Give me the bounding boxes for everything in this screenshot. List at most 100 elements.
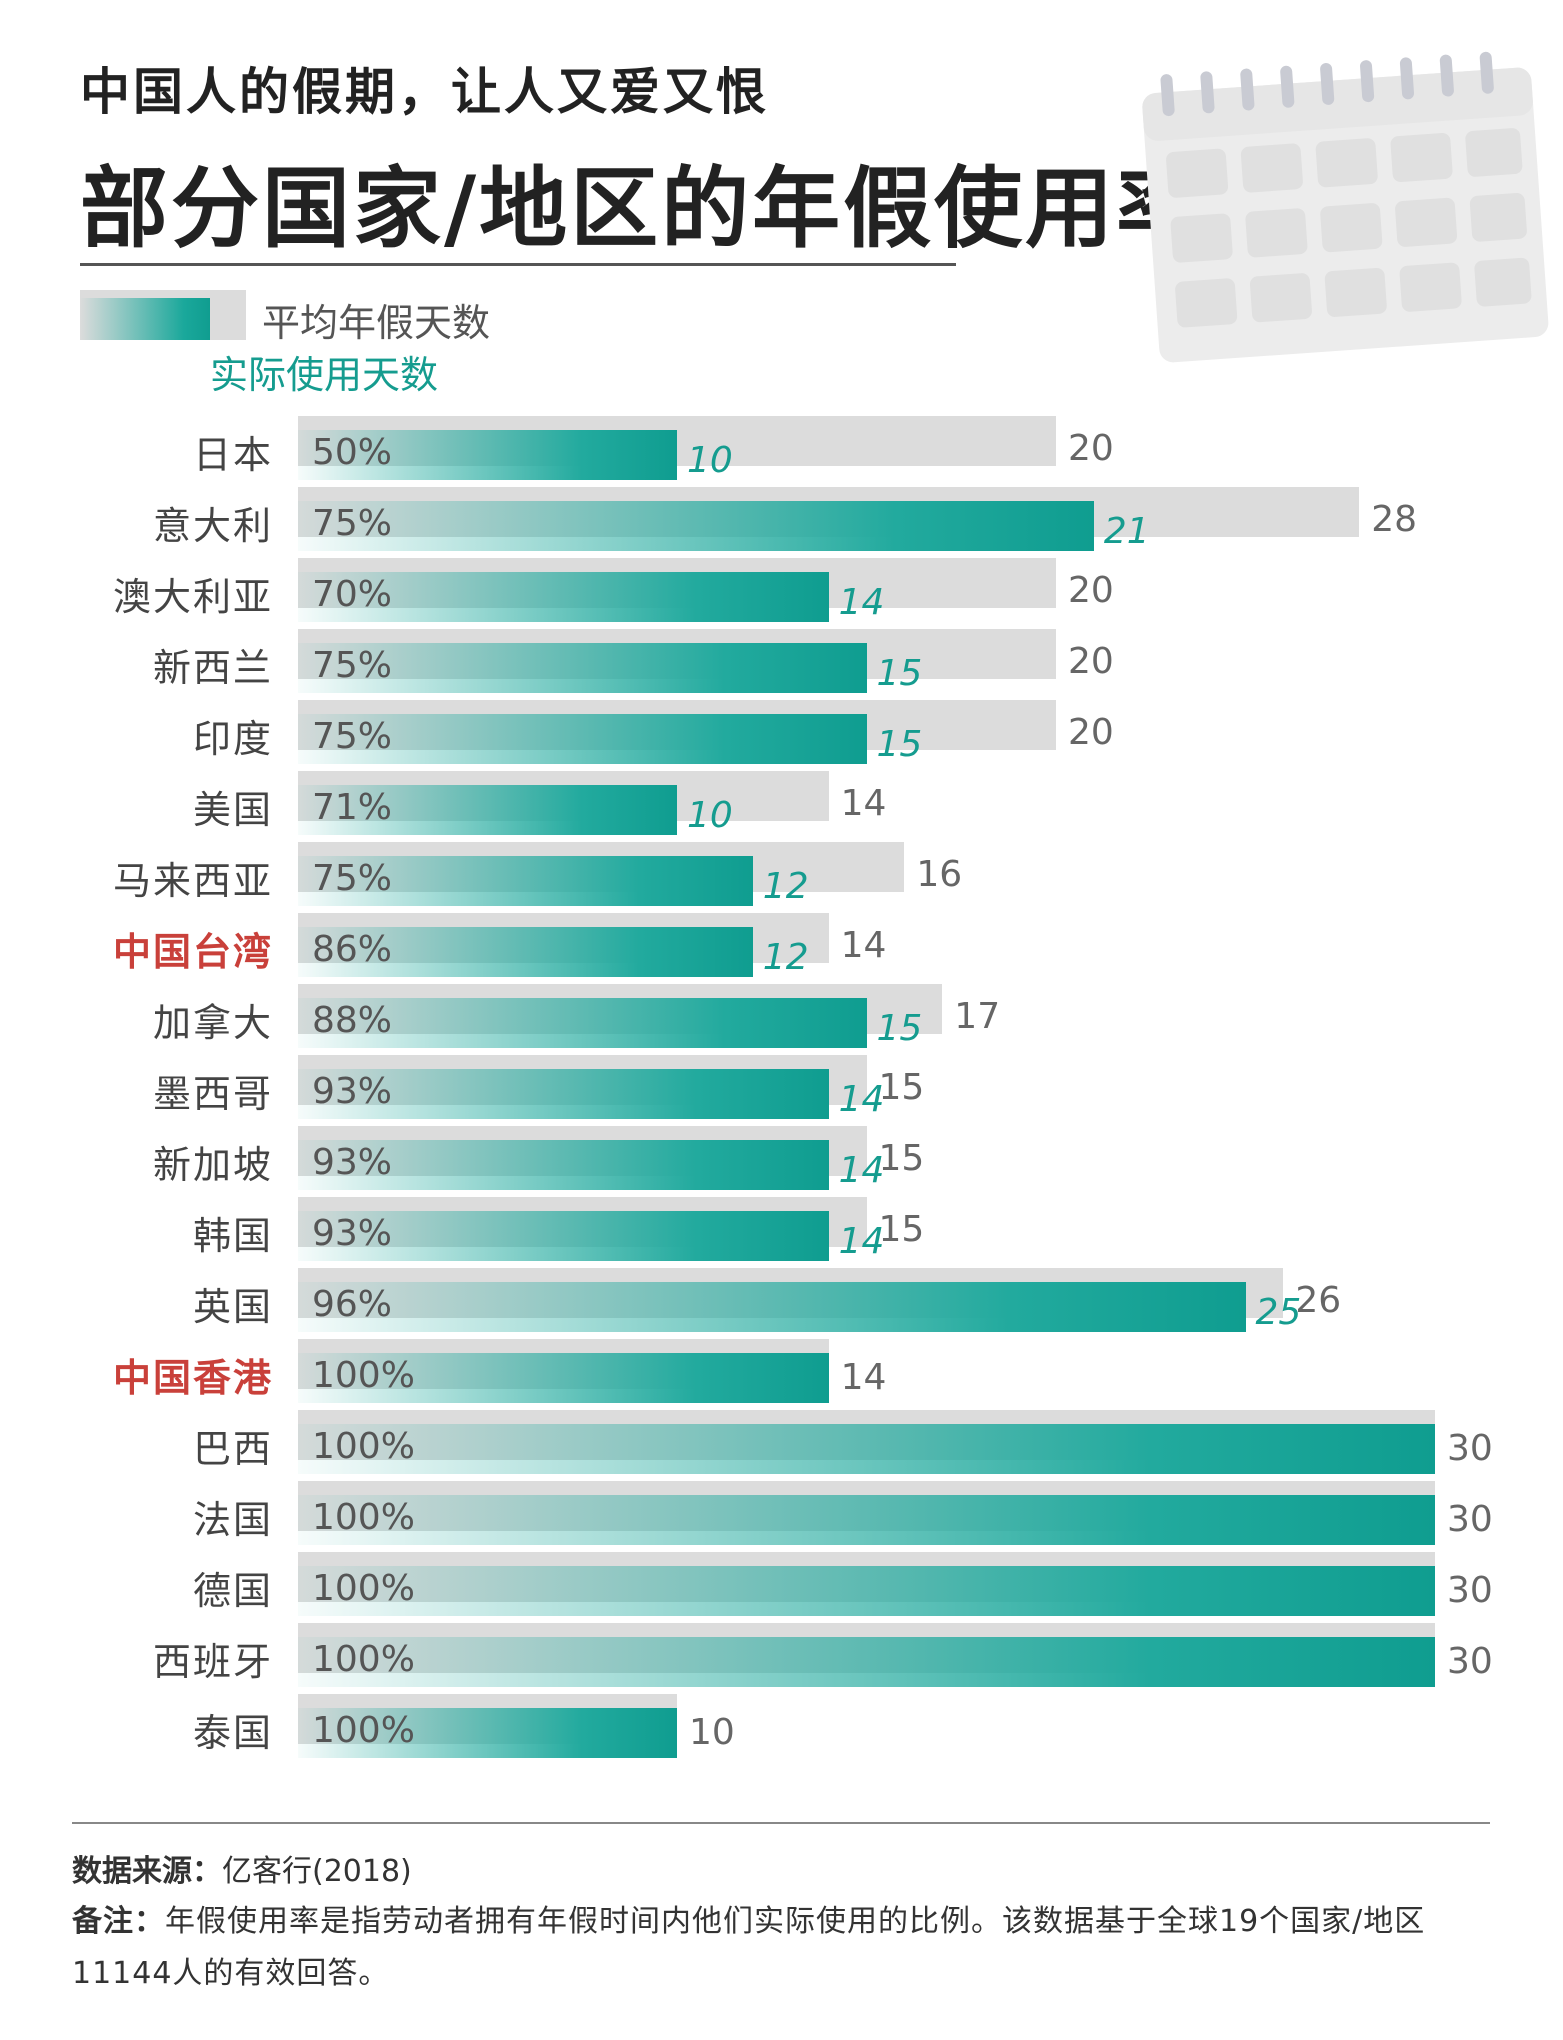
category-label: 中国台湾: [112, 930, 273, 974]
chart-row: 印度 75% 20 15: [0, 700, 1563, 772]
chart-row: 德国 100% 30: [0, 1552, 1563, 1624]
footer-divider: [72, 1822, 1490, 1824]
bar-used-days: [298, 856, 753, 906]
bar-used-days: [298, 572, 829, 622]
note-label: 备注：: [72, 1904, 165, 1939]
bar-used-days: [298, 1353, 829, 1403]
chart-row: 韩国 93% 15 14: [0, 1197, 1563, 1269]
used-days-label: 14: [838, 1221, 885, 1262]
category-label: 韩国: [192, 1214, 273, 1258]
category-label: 印度: [192, 717, 273, 761]
chart-row: 日本 50% 20 10: [0, 416, 1563, 488]
average-days-label: 30: [1447, 1570, 1493, 1611]
average-days-label: 26: [1295, 1280, 1342, 1321]
chart-row: 中国台湾 86% 14 12: [0, 913, 1563, 985]
bar-used-days: [298, 714, 867, 764]
source-line: 数据来源：亿客行(2018): [72, 1846, 412, 1890]
usage-rate-label: 75%: [312, 645, 393, 686]
bar-used-days: [298, 1637, 1435, 1687]
chart-title: 部分国家/地区的年假使用率: [80, 156, 1208, 260]
average-days-label: 28: [1371, 499, 1417, 540]
chart-row: 意大利 75% 28 21: [0, 487, 1563, 559]
category-label: 澳大利亚: [112, 575, 273, 619]
used-days-label: 14: [838, 1150, 885, 1191]
category-label: 新西兰: [152, 646, 273, 690]
category-label: 美国: [192, 788, 273, 832]
chart-row: 马来西亚 75% 16 12: [0, 842, 1563, 914]
used-days-label: 15: [876, 724, 923, 765]
bar-used-days: [298, 1495, 1435, 1545]
bar-used-days: [298, 430, 677, 480]
category-label: 中国香港: [112, 1356, 273, 1400]
used-days-label: 14: [838, 582, 885, 623]
usage-rate-label: 100%: [312, 1355, 415, 1396]
chart-row: 英国 96% 26 25: [0, 1268, 1563, 1340]
category-label: 马来西亚: [112, 859, 273, 903]
category-label: 新加坡: [152, 1143, 273, 1187]
usage-rate-label: 100%: [312, 1568, 415, 1609]
average-days-label: 20: [1068, 570, 1114, 611]
average-days-label: 17: [954, 996, 1001, 1037]
source-text: 亿客行(2018): [222, 1854, 412, 1889]
category-label: 泰国: [192, 1711, 273, 1755]
chart-row: 墨西哥 93% 15 14: [0, 1055, 1563, 1127]
bar-used-days: [298, 1708, 677, 1758]
category-label: 西班牙: [152, 1640, 273, 1684]
usage-rate-label: 93%: [312, 1142, 393, 1183]
bar-used-days: [298, 927, 753, 977]
usage-rate-label: 100%: [312, 1426, 415, 1467]
average-days-label: 14: [840, 1357, 887, 1398]
used-days-label: 10: [687, 795, 733, 836]
used-days-label: 25: [1255, 1292, 1302, 1333]
used-days-label: 12: [762, 866, 809, 907]
category-label: 英国: [192, 1285, 273, 1329]
usage-rate-label: 86%: [312, 929, 393, 970]
bar-used-days: [298, 643, 867, 693]
chart-row: 新加坡 93% 15 14: [0, 1126, 1563, 1198]
category-label: 法国: [192, 1498, 273, 1542]
used-days-label: 10: [687, 440, 733, 481]
usage-rate-label: 70%: [312, 574, 393, 615]
used-days-label: 14: [838, 1079, 885, 1120]
usage-rate-label: 100%: [312, 1710, 415, 1751]
bar-used-days: [298, 1566, 1435, 1616]
category-label: 德国: [192, 1569, 273, 1613]
legend: 平均年假天数 实际使用天数: [80, 290, 640, 400]
chart-row: 法国 100% 30: [0, 1481, 1563, 1553]
bar-used-days: [298, 998, 867, 1048]
chart-row: 巴西 100% 30: [0, 1410, 1563, 1482]
chart-row: 澳大利亚 70% 20 14: [0, 558, 1563, 630]
average-days-label: 14: [840, 783, 887, 824]
usage-rate-label: 100%: [312, 1497, 415, 1538]
legend-label-used: 实际使用天数: [210, 353, 439, 397]
usage-rate-label: 50%: [312, 432, 393, 473]
category-label: 意大利: [152, 504, 273, 548]
usage-rate-label: 71%: [312, 787, 393, 828]
chart-row: 泰国 100% 10: [0, 1694, 1563, 1766]
chart-row: 中国香港 100% 14: [0, 1339, 1563, 1411]
title-divider: [80, 263, 956, 266]
average-days-label: 20: [1068, 428, 1114, 469]
note-text: 年假使用率是指劳动者拥有年假时间内他们实际使用的比例。该数据基于全球19个国家/…: [72, 1904, 1426, 1991]
average-days-label: 14: [840, 925, 887, 966]
note-line: 备注：年假使用率是指劳动者拥有年假时间内他们实际使用的比例。该数据基于全球19个…: [72, 1896, 1512, 2000]
bar-used-days: [298, 785, 677, 835]
average-days-label: 30: [1447, 1428, 1493, 1469]
bar-chart: 日本 50% 20 10 意大利 75% 28 21 澳大利亚 70% 20 14 新西兰 75% 20 15…: [0, 400, 1563, 1780]
source-label: 数据来源：: [72, 1854, 222, 1889]
average-days-label: 15: [878, 1067, 925, 1108]
bar-used-days: [298, 1069, 829, 1119]
legend-label-total: 平均年假天数: [262, 301, 491, 345]
usage-rate-label: 75%: [312, 503, 393, 544]
average-days-label: 15: [878, 1138, 925, 1179]
used-days-label: 15: [876, 653, 923, 694]
usage-rate-label: 75%: [312, 716, 393, 757]
average-days-label: 20: [1068, 712, 1114, 753]
category-label: 巴西: [192, 1427, 273, 1471]
used-days-label: 12: [762, 937, 809, 978]
chart-row: 加拿大 88% 17 15: [0, 984, 1563, 1056]
average-days-label: 20: [1068, 641, 1114, 682]
legend-swatch-used: [80, 298, 210, 340]
kicker-title: 中国人的假期，让人又爱又恨: [80, 62, 769, 121]
usage-rate-label: 93%: [312, 1213, 393, 1254]
